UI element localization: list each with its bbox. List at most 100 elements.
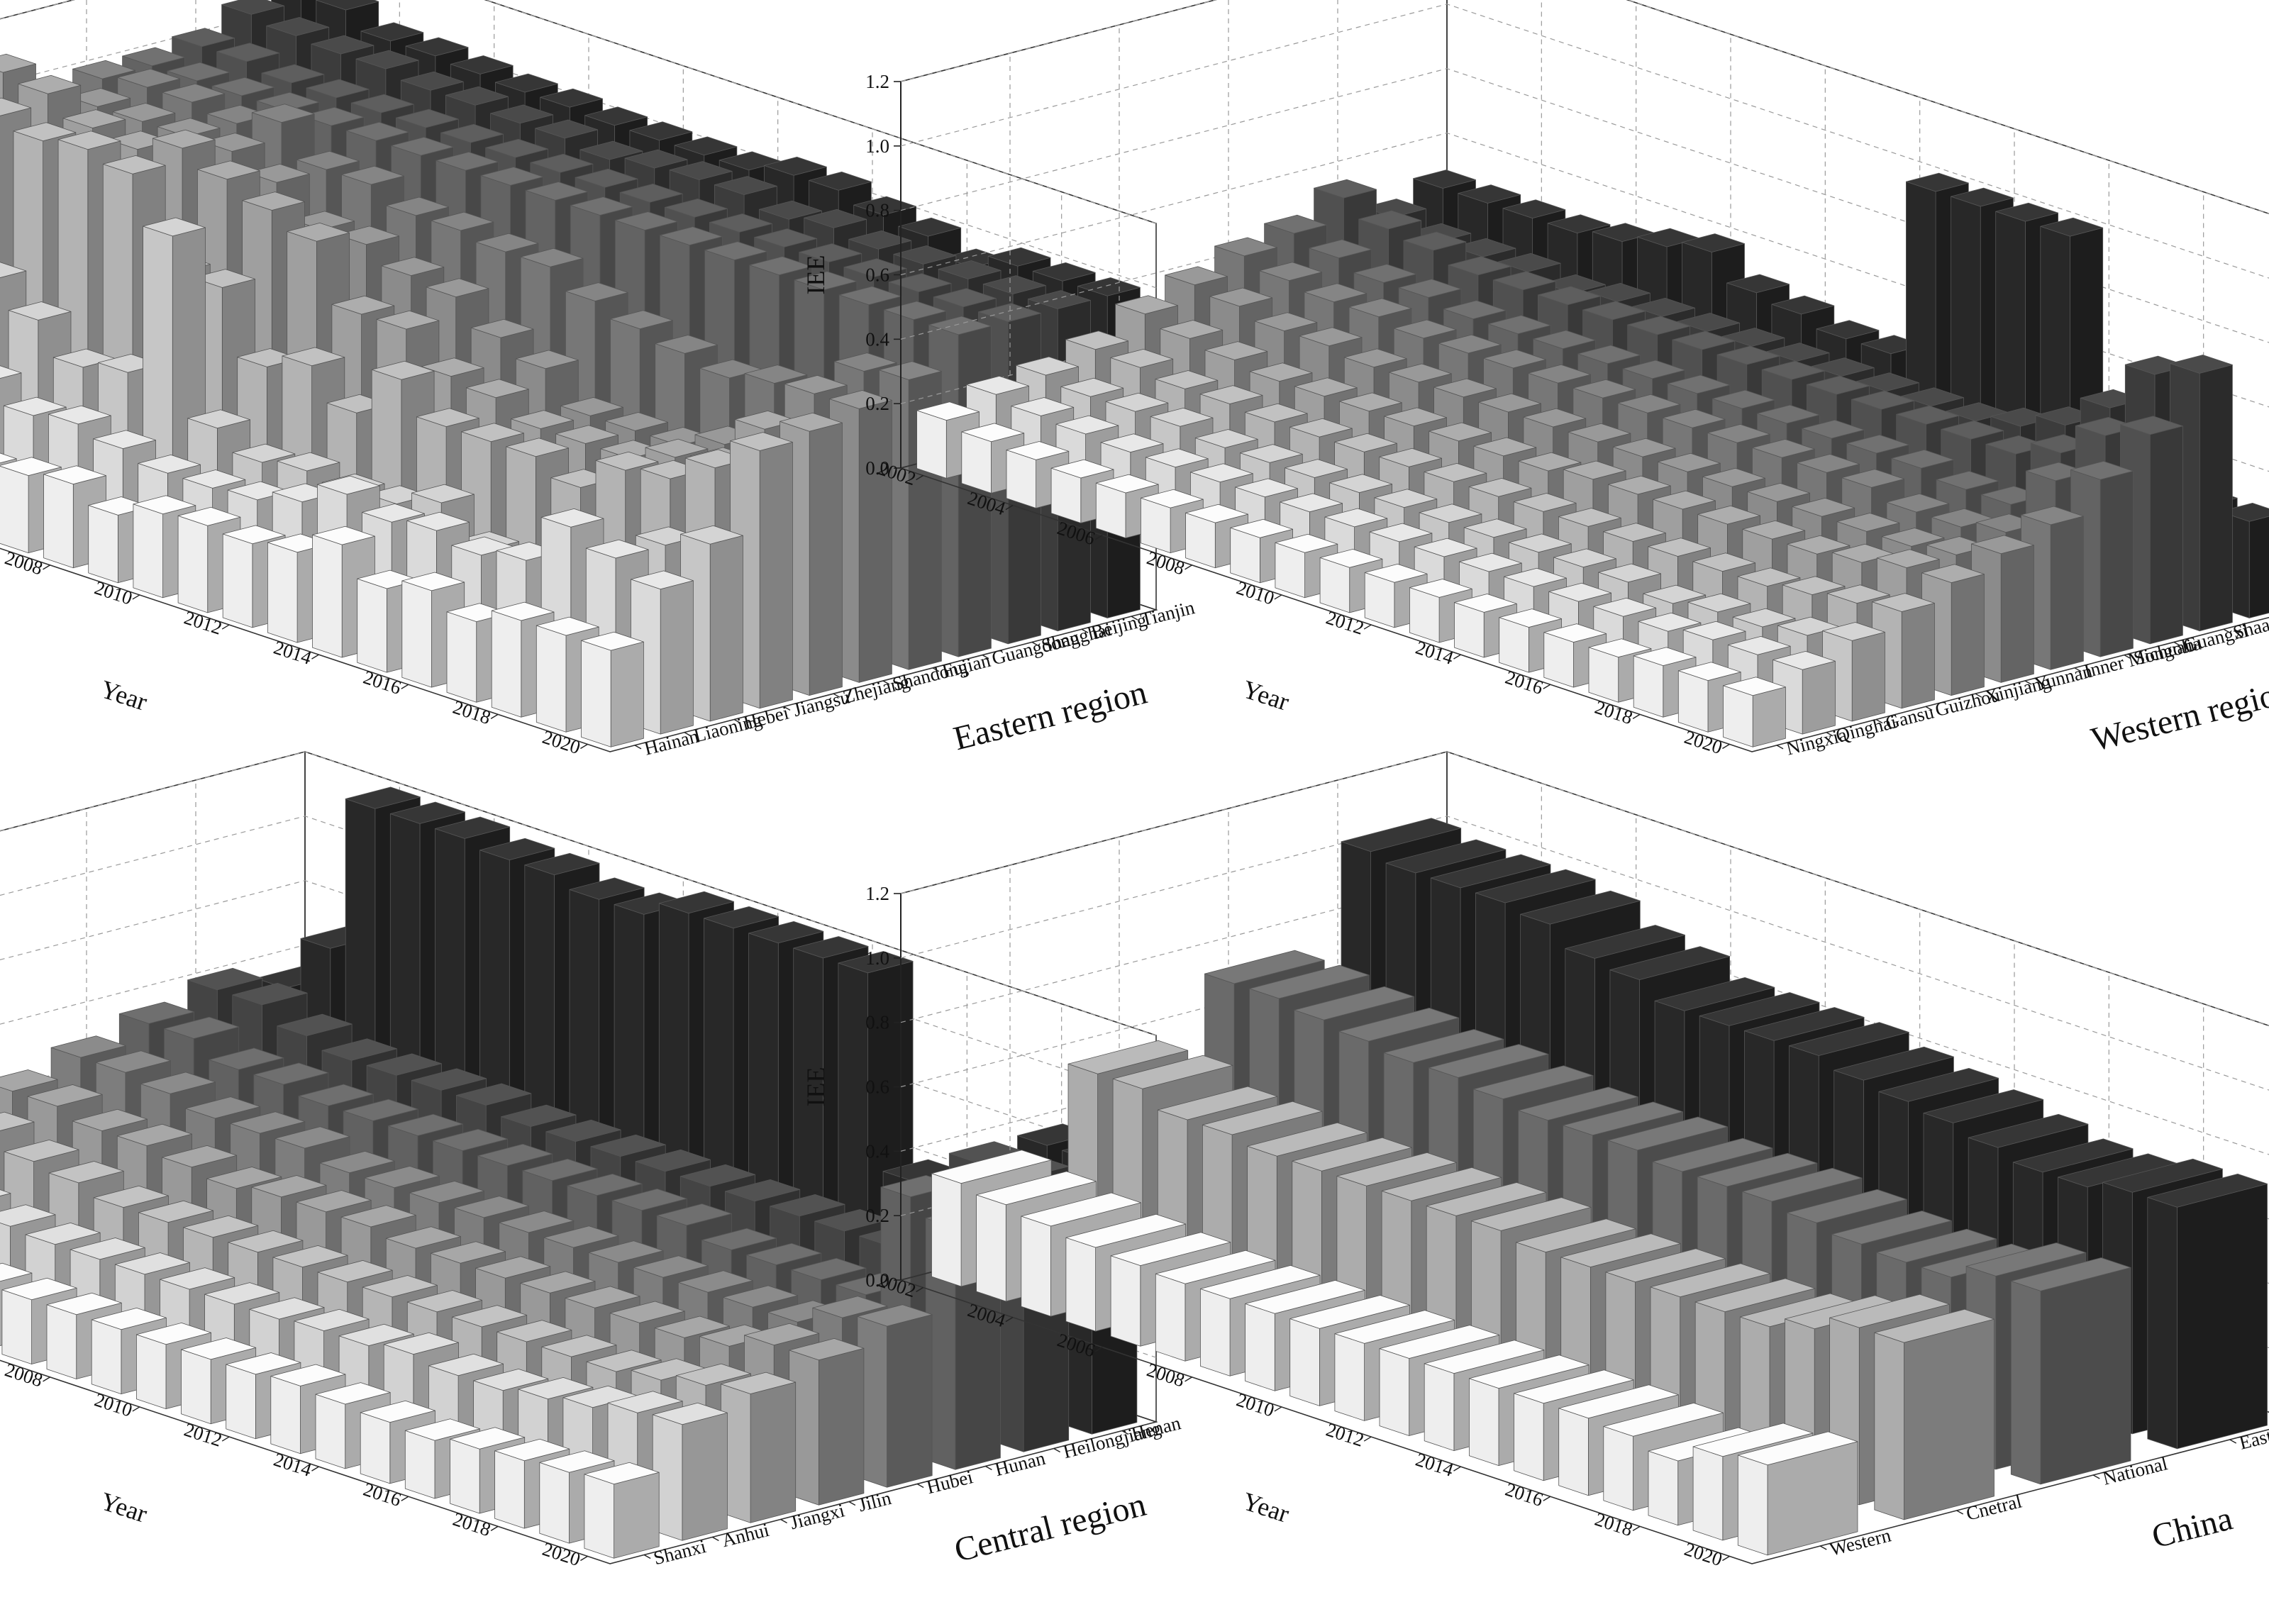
bar-front-face xyxy=(1514,1394,1544,1481)
bar-front-face xyxy=(1693,1447,1723,1540)
bar-front-face xyxy=(584,1474,614,1558)
bars xyxy=(917,170,2269,747)
bar-jiangxi-2020 xyxy=(721,1372,795,1523)
bar-side-face xyxy=(760,443,792,708)
bar-front-face xyxy=(536,625,566,732)
z-axis-title: IEE xyxy=(801,1067,830,1107)
year-tick xyxy=(1453,1467,1460,1471)
year-tick xyxy=(1275,1407,1282,1411)
year-tick-label: 2020 xyxy=(540,1538,583,1570)
region-title: Eastern region xyxy=(950,674,1150,758)
region-tick xyxy=(1054,1449,1060,1452)
year-tick-label: 2016 xyxy=(361,1479,404,1511)
year-tick xyxy=(1633,1526,1640,1530)
year-tick xyxy=(401,1496,409,1501)
year-tick xyxy=(222,625,229,629)
year-tick xyxy=(1185,565,1192,569)
year-tick xyxy=(491,1526,498,1530)
bar-side-face xyxy=(2041,1267,2131,1484)
year-tick xyxy=(1722,744,1729,748)
bar-shanxi-2020 xyxy=(584,1462,659,1558)
year-tick-label: 2008 xyxy=(2,1359,45,1391)
region-tick xyxy=(635,745,641,749)
year-tick xyxy=(491,714,498,718)
z-axis-title: IEE xyxy=(801,255,830,295)
region-title: Central region xyxy=(950,1486,1150,1569)
bar-front-face xyxy=(91,1320,121,1394)
region-tick xyxy=(1957,1511,1963,1514)
year-tick xyxy=(1633,714,1640,718)
bar-front-face xyxy=(1006,450,1036,508)
bar-front-face xyxy=(267,543,297,643)
bar-front-face xyxy=(1469,1379,1499,1466)
bar-side-face xyxy=(1753,687,1785,747)
bar-front-face xyxy=(962,432,992,494)
region-tick xyxy=(781,1520,787,1523)
region-tick xyxy=(917,1484,923,1488)
year-tick-label: 2016 xyxy=(1503,1479,1546,1511)
year-tick-label: 2012 xyxy=(182,607,225,639)
year-tick xyxy=(43,565,50,569)
year-tick-label: 2020 xyxy=(540,726,583,758)
bar-front-face xyxy=(271,1376,301,1454)
year-tick-label: 2020 xyxy=(1682,1538,1725,1570)
bar-front-face xyxy=(402,581,432,687)
bar-front-face xyxy=(133,504,163,598)
year-tick-label: 2008 xyxy=(1144,547,1187,579)
bar-front-face xyxy=(917,411,947,479)
bar-national-2020 xyxy=(2011,1258,2131,1484)
year-tick xyxy=(580,744,587,748)
bar-front-face xyxy=(182,1350,211,1424)
bar-anhui-2020 xyxy=(653,1403,727,1540)
bar-front-face xyxy=(89,506,118,583)
year-tick-label: 2018 xyxy=(1592,696,1636,728)
bar-front-face xyxy=(495,1451,525,1528)
year-tick xyxy=(1185,1377,1192,1381)
bar-front-face xyxy=(47,1305,77,1379)
bar-front-face xyxy=(977,1195,1006,1301)
bar-front-face xyxy=(1559,1408,1589,1496)
bar-side-face xyxy=(2100,471,2133,657)
bar-side-face xyxy=(682,1413,728,1540)
bar-front-face xyxy=(582,640,611,747)
year-tick-label: 2014 xyxy=(1413,637,1456,669)
bar-side-face xyxy=(887,1315,933,1488)
bar-front-face xyxy=(540,1462,570,1543)
year-tick xyxy=(1364,625,1371,629)
z-tick-label: 1.0 xyxy=(865,135,889,157)
region-title: Western region xyxy=(2087,672,2269,759)
region-tick xyxy=(1820,1546,1826,1550)
bar-front-face xyxy=(316,1394,345,1469)
bar-front-face xyxy=(1246,1303,1275,1391)
bar-front-face xyxy=(2011,1281,2041,1484)
region-tick-hunan: Hunan xyxy=(993,1447,1048,1481)
bar-eastern-2020 xyxy=(2148,1174,2268,1449)
year-tick xyxy=(311,1467,318,1471)
bar-ningxia-2020 xyxy=(1724,677,1786,747)
year-tick-label: 2010 xyxy=(1234,577,1277,608)
bar-side-face xyxy=(1852,632,1885,721)
z-tick-label: 0.8 xyxy=(865,1012,889,1033)
region-tick xyxy=(985,1467,992,1470)
year-tick-label: 2018 xyxy=(1592,1508,1636,1540)
x-axis-title: Year xyxy=(1239,674,1292,716)
bar-front-face xyxy=(1604,1426,1633,1510)
year-tick-label: 2016 xyxy=(1503,667,1546,699)
year-tick xyxy=(222,1437,229,1441)
z-tick-label: 0.6 xyxy=(865,265,889,286)
year-tick-label: 2018 xyxy=(450,1508,494,1540)
year-tick xyxy=(1722,1556,1729,1560)
region-tick xyxy=(2230,1440,2236,1443)
bar-side-face xyxy=(809,423,842,695)
year-tick-label: 2014 xyxy=(1413,1449,1456,1481)
year-tick-label: 2012 xyxy=(1324,607,1367,639)
bar-side-face xyxy=(660,581,693,734)
bar-side-face xyxy=(1951,574,1984,696)
bar-front-face xyxy=(136,1335,166,1409)
bar-front-face xyxy=(44,474,74,568)
bar-jilin-2020 xyxy=(789,1338,864,1505)
year-tick xyxy=(133,1407,140,1411)
year-tick xyxy=(1543,684,1550,689)
year-tick xyxy=(43,1377,50,1381)
